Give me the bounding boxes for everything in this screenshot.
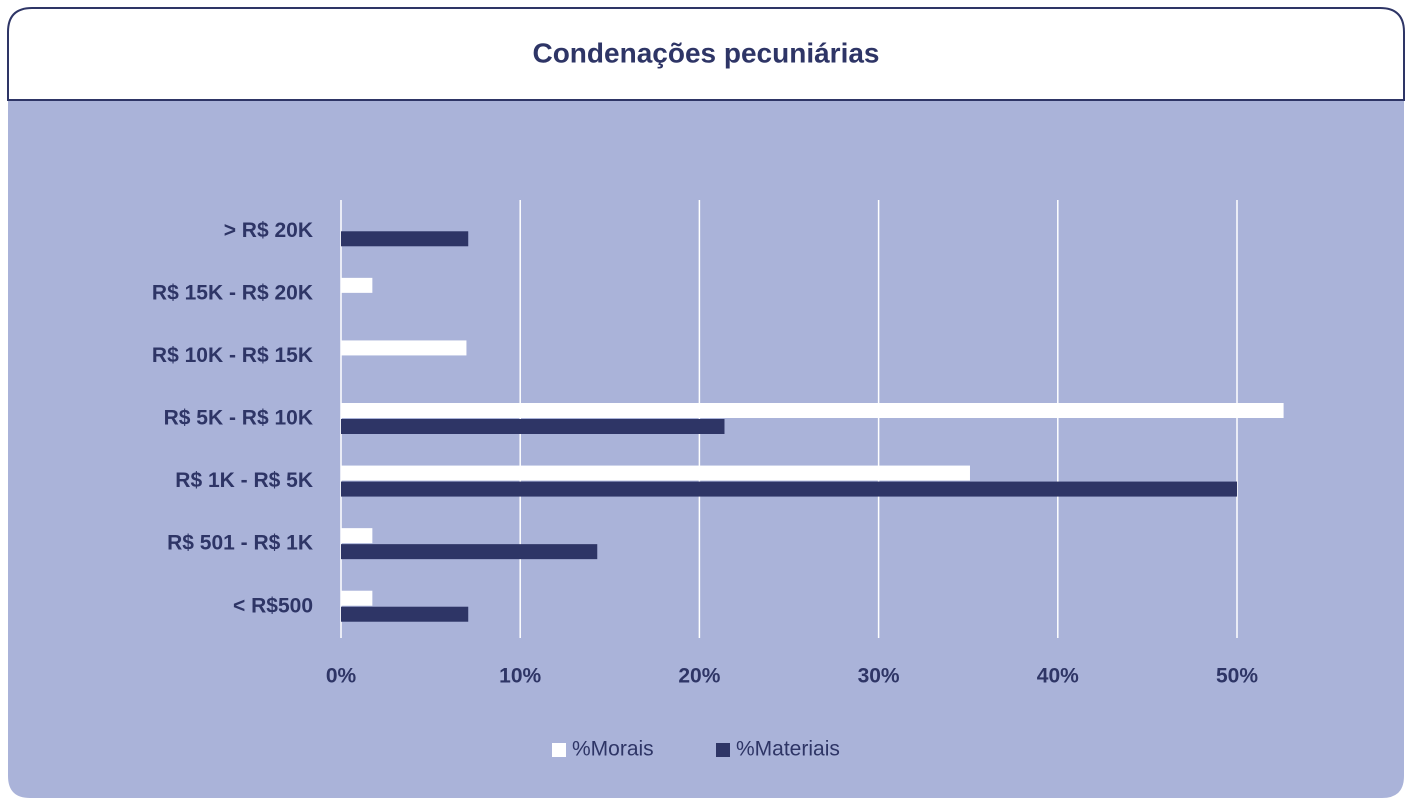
y-tick-label: R$ 501 - R$ 1K [167, 532, 313, 555]
x-tick-label: 40% [1037, 665, 1079, 688]
chart-title: Condenações pecuniárias [532, 37, 879, 68]
x-tick-label: 30% [858, 665, 900, 688]
y-tick-label: > R$ 20K [224, 219, 313, 242]
bar [341, 590, 373, 606]
header [7, 7, 1405, 101]
bar [341, 277, 373, 293]
x-tick-label: 20% [678, 665, 720, 688]
bar [341, 340, 467, 356]
legend-swatch [552, 743, 566, 757]
x-tick-label: 50% [1216, 665, 1258, 688]
y-tick-label: R$ 1K - R$ 5K [175, 469, 313, 492]
x-tick-label: 0% [326, 665, 357, 688]
x-tick-label: 10% [499, 665, 541, 688]
legend-swatch [716, 743, 730, 757]
legend-label: %Materiais [736, 738, 840, 761]
bar [341, 419, 725, 434]
bar [341, 465, 970, 481]
bar [341, 544, 598, 560]
legend-label: %Morais [572, 738, 654, 761]
y-tick-label: R$ 15K - R$ 20K [152, 281, 313, 304]
y-tick-label: R$ 5K - R$ 10K [164, 407, 313, 430]
bar [341, 403, 1284, 418]
bar [341, 231, 469, 247]
plot-background [8, 100, 1404, 798]
y-tick-label: < R$500 [233, 594, 313, 617]
y-tick-label: R$ 10K - R$ 15K [152, 344, 313, 367]
bar [341, 606, 469, 622]
bar [341, 481, 1237, 497]
bar [341, 528, 373, 544]
